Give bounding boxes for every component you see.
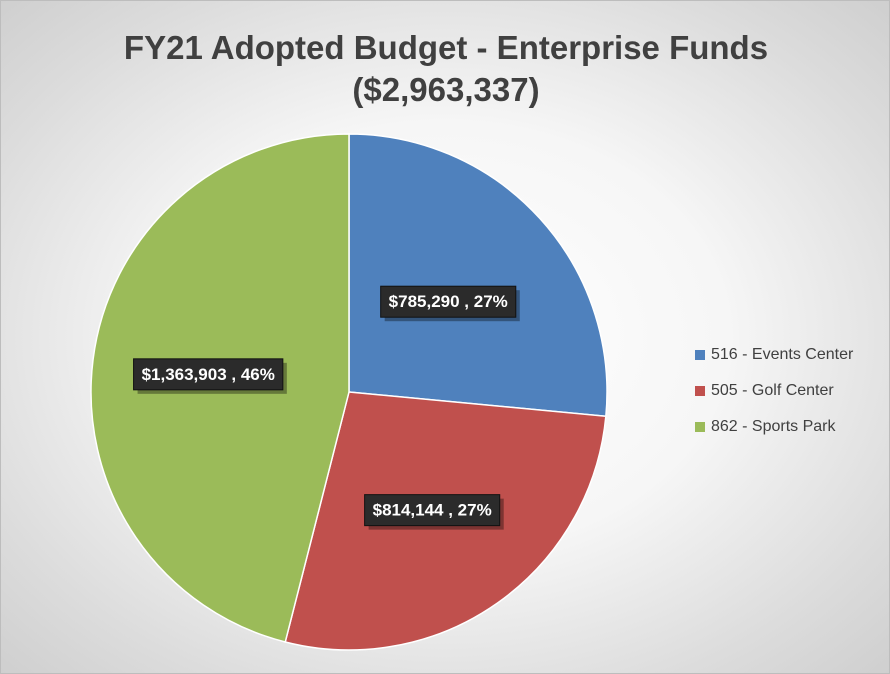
data-label-box	[380, 285, 517, 318]
data-label: $1,363,903 , 46%	[133, 358, 287, 394]
legend-swatch	[695, 386, 705, 396]
legend-label: 862 - Sports Park	[711, 418, 836, 435]
data-label-box	[364, 494, 501, 527]
legend-swatch	[695, 422, 705, 432]
data-label-box	[133, 358, 284, 391]
chart-subtitle: ($2,963,337)	[352, 71, 540, 108]
data-label: $785,290 , 27%	[380, 285, 520, 322]
data-label-text: $814,144 , 27%	[373, 501, 492, 520]
data-label-text: $785,290 , 27%	[389, 292, 508, 311]
legend-swatch	[695, 350, 705, 360]
pie-slice-516-events-center	[348, 133, 608, 418]
legend-item-events-center: 516 - Events Center	[695, 337, 881, 373]
legend-item-golf-center: 505 - Golf Center	[695, 373, 881, 409]
chart-title: FY21 Adopted Budget - Enterprise Funds (…	[1, 27, 889, 111]
chart-title-line: FY21 Adopted Budget - Enterprise Funds	[123, 29, 769, 66]
data-label-text: $1,363,903 , 46%	[142, 365, 275, 384]
pie-data-labels: $785,290 , 27% $814,144 , 27% $1,363,903 ,…	[133, 285, 520, 530]
data-label: $814,144 , 27%	[364, 494, 504, 530]
legend-label: 505 - Golf Center	[711, 382, 834, 399]
legend-label: 516 - Events Center	[711, 346, 854, 363]
legend-item-sports-park: 862 - Sports Park	[695, 409, 881, 445]
legend: 516 - Events Center 505 - Golf Center 86…	[695, 337, 881, 445]
